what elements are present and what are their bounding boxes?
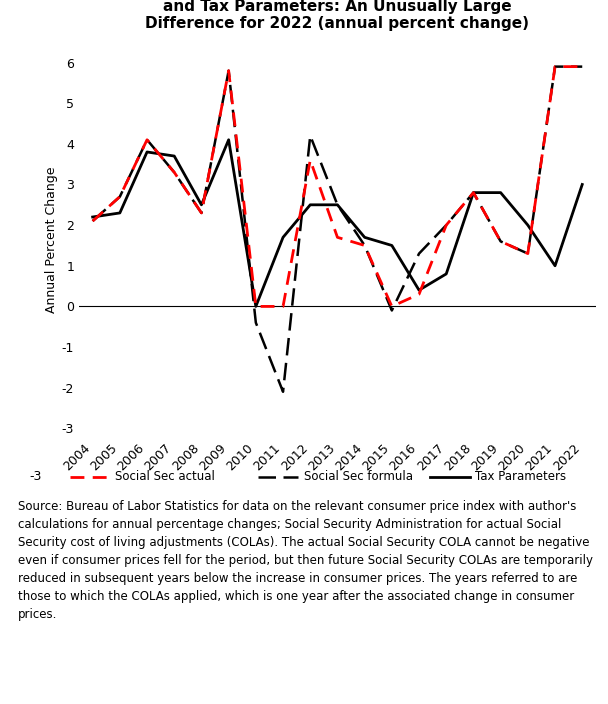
Title: Cost of Living Increases in Social Security Benefits
and Tax Parameters: An Unus: Cost of Living Increases in Social Secur… xyxy=(120,0,555,32)
Y-axis label: Annual Percent Change: Annual Percent Change xyxy=(44,166,58,313)
Text: -3: -3 xyxy=(30,470,42,484)
Text: Tax Parameters: Tax Parameters xyxy=(475,470,567,484)
Text: Social Sec formula: Social Sec formula xyxy=(304,470,413,484)
Text: Source: Bureau of Labor Statistics for data on the relevant consumer price index: Source: Bureau of Labor Statistics for d… xyxy=(18,500,593,621)
Text: Social Sec actual: Social Sec actual xyxy=(116,470,215,484)
